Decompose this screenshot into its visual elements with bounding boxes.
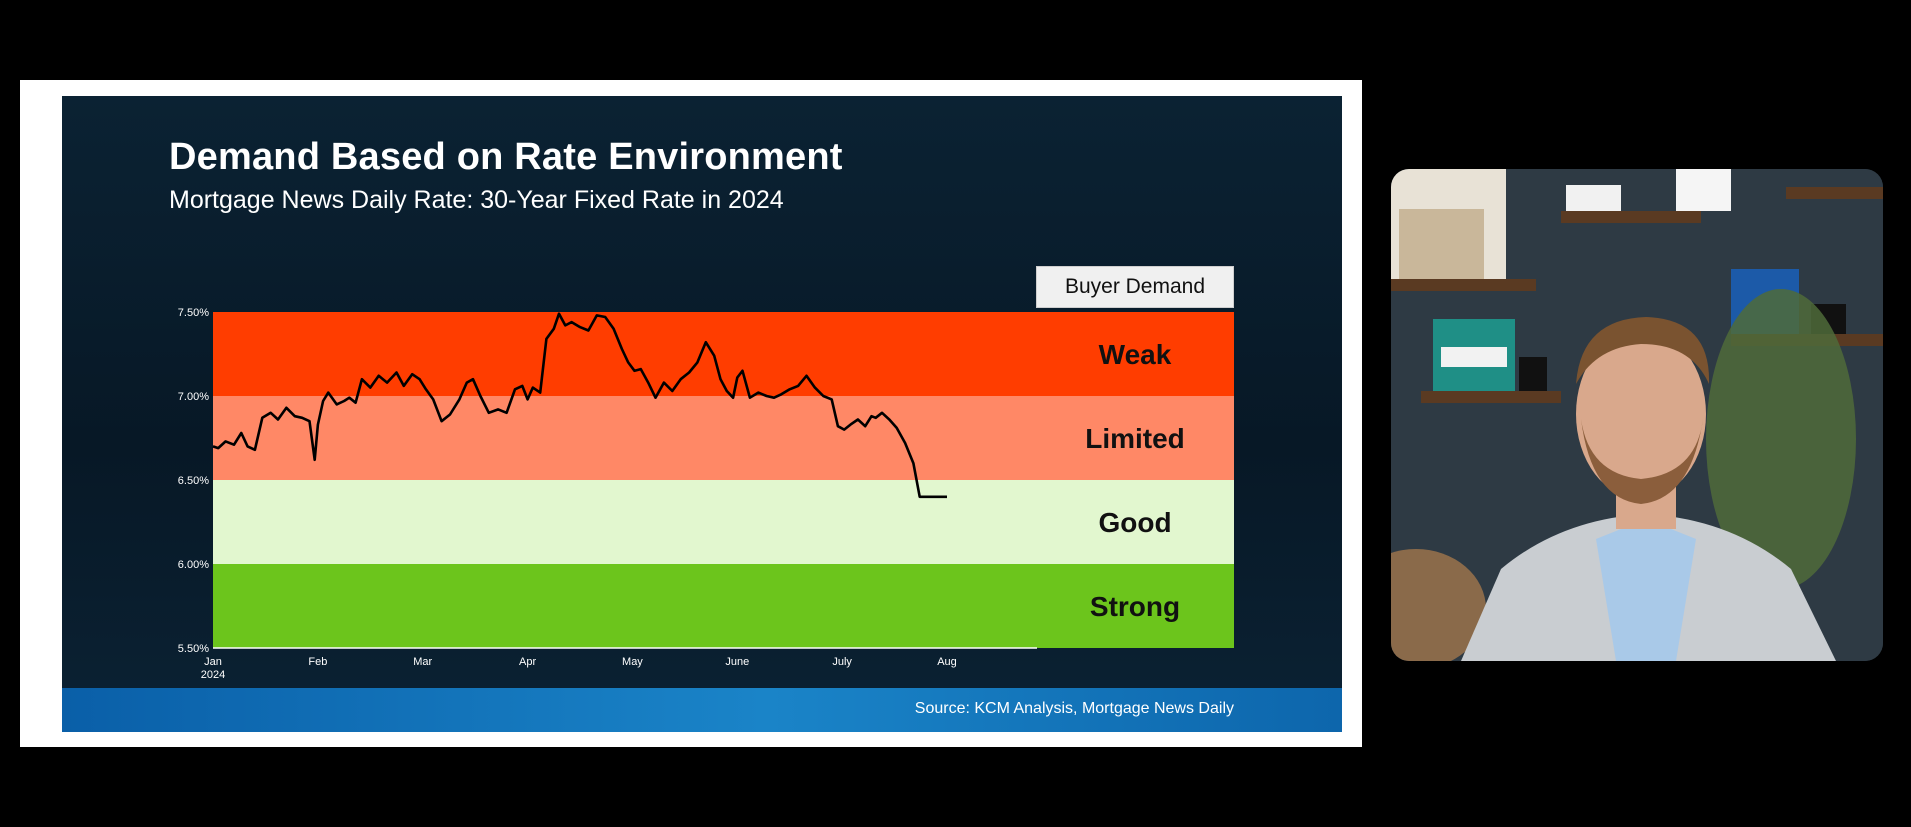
x-tick-label: July [832,656,852,668]
slide-title: Demand Based on Rate Environment [169,136,843,178]
band-label-weak: Weak [1099,339,1172,370]
band-label-limited: Limited [1085,423,1185,454]
sign-one [1676,169,1731,211]
presenter-illustration [1391,169,1883,661]
y-tick-label: 7.50% [178,307,209,319]
shirt [1596,519,1696,661]
shelf-card [1566,185,1621,211]
chair [1391,549,1486,661]
band-weak [213,312,1234,396]
x-tick-label: Jan [204,656,222,668]
band-good [213,480,1234,564]
y-tick-label: 6.50% [178,475,209,487]
band-label-good: Good [1098,507,1171,538]
footer-bar: Source: KCM Analysis, Mortgage News Dail… [62,688,1342,732]
book-flip-label [1441,347,1507,367]
hair [1576,317,1710,384]
shelf-right-top [1786,187,1883,199]
mug-left [1519,357,1547,391]
x-tick-label: Aug [937,656,957,668]
shelf-middle [1561,211,1701,223]
band-label-strong: Strong [1090,591,1180,622]
shelf-left-top [1391,279,1536,291]
y-tick-label: 7.00% [178,391,209,403]
source-note: Source: KCM Analysis, Mortgage News Dail… [914,700,1234,717]
band-limited [213,396,1234,480]
slide-subtitle: Mortgage News Daily Rate: 30-Year Fixed … [169,186,784,214]
presenter-video [1391,169,1883,661]
x-tick-label: Apr [519,656,536,668]
x-tick-label: June [725,656,749,668]
presentation-slide: Demand Based on Rate Environment Mortgag… [62,96,1342,732]
face [1576,329,1706,499]
series-line-rate [212,312,947,499]
legend-buyer-demand: Buyer Demand [1036,266,1234,308]
beard [1581,419,1703,504]
picture-art [1399,209,1484,279]
x-tick-sublabel: 2024 [201,669,225,681]
x-tick-label: Mar [413,656,432,668]
shelf-left-bottom [1421,391,1561,403]
y-tick-label: 5.50% [178,643,209,655]
plant [1706,289,1856,589]
rate-chart: Weak Limited Good Strong 7.50% 7.00% 6.50% 6.00… [178,307,1234,681]
band-strong [213,564,1234,648]
y-tick-label: 6.00% [178,559,209,571]
x-tick-label: May [622,656,643,668]
x-tick-label: Feb [308,656,327,668]
